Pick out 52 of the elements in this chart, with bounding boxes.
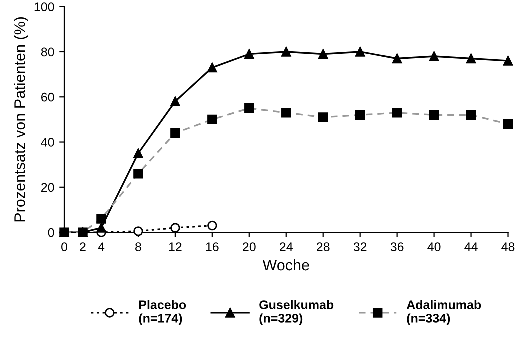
x-tick-label: 2 [80,242,86,252]
y-tick-label: 80 [41,48,54,57]
x-axis-title: Woche [262,259,310,271]
point [318,49,328,60]
y-axis-title: Prozentsatz von Patienten (%) [14,17,28,222]
x-tick-label: 12 [169,242,182,252]
point [208,220,218,231]
point [134,169,144,179]
x-tick-label: 24 [280,242,293,252]
point [96,223,106,233]
point [134,148,144,158]
point [392,54,402,64]
point [392,108,402,118]
point [318,112,328,122]
point [170,223,180,233]
point [466,110,476,120]
x-tick-label: 48 [502,242,515,252]
point [244,49,254,60]
point [466,54,476,64]
point [208,114,218,125]
point [429,52,440,62]
x-tick-label: 28 [317,242,330,252]
point [170,128,180,138]
x-tick-label: 16 [206,242,219,252]
x-tick-label: 44 [464,242,478,252]
point [282,108,292,118]
point [96,214,106,224]
y-tick-label: 40 [41,138,54,147]
point [503,119,514,130]
point [355,47,366,57]
y-tick-label: 0 [48,228,54,238]
point [170,96,180,107]
x-tick-label: 40 [428,242,441,252]
y-tick-label: 100 [34,2,54,12]
point [355,110,366,120]
x-tick-label: 4 [98,242,105,252]
point [208,62,218,73]
legend-label: Placebo (n=174) [139,300,186,326]
y-tick-label: 20 [42,183,54,192]
legend-label: Adalimumab (n=334) [406,300,482,326]
x-tick-label: 8 [136,242,142,252]
legend-label: Guselkumab (n=329) [260,300,334,326]
point [503,56,514,66]
x-tick-label: 20 [243,242,256,252]
point [282,47,292,57]
x-tick-label: 0 [62,242,68,252]
y-tick-label: 60 [42,92,54,102]
point [134,226,144,236]
point [244,104,254,114]
x-tick-label: 32 [354,242,367,252]
point [429,110,440,120]
x-tick-label: 36 [390,242,404,252]
